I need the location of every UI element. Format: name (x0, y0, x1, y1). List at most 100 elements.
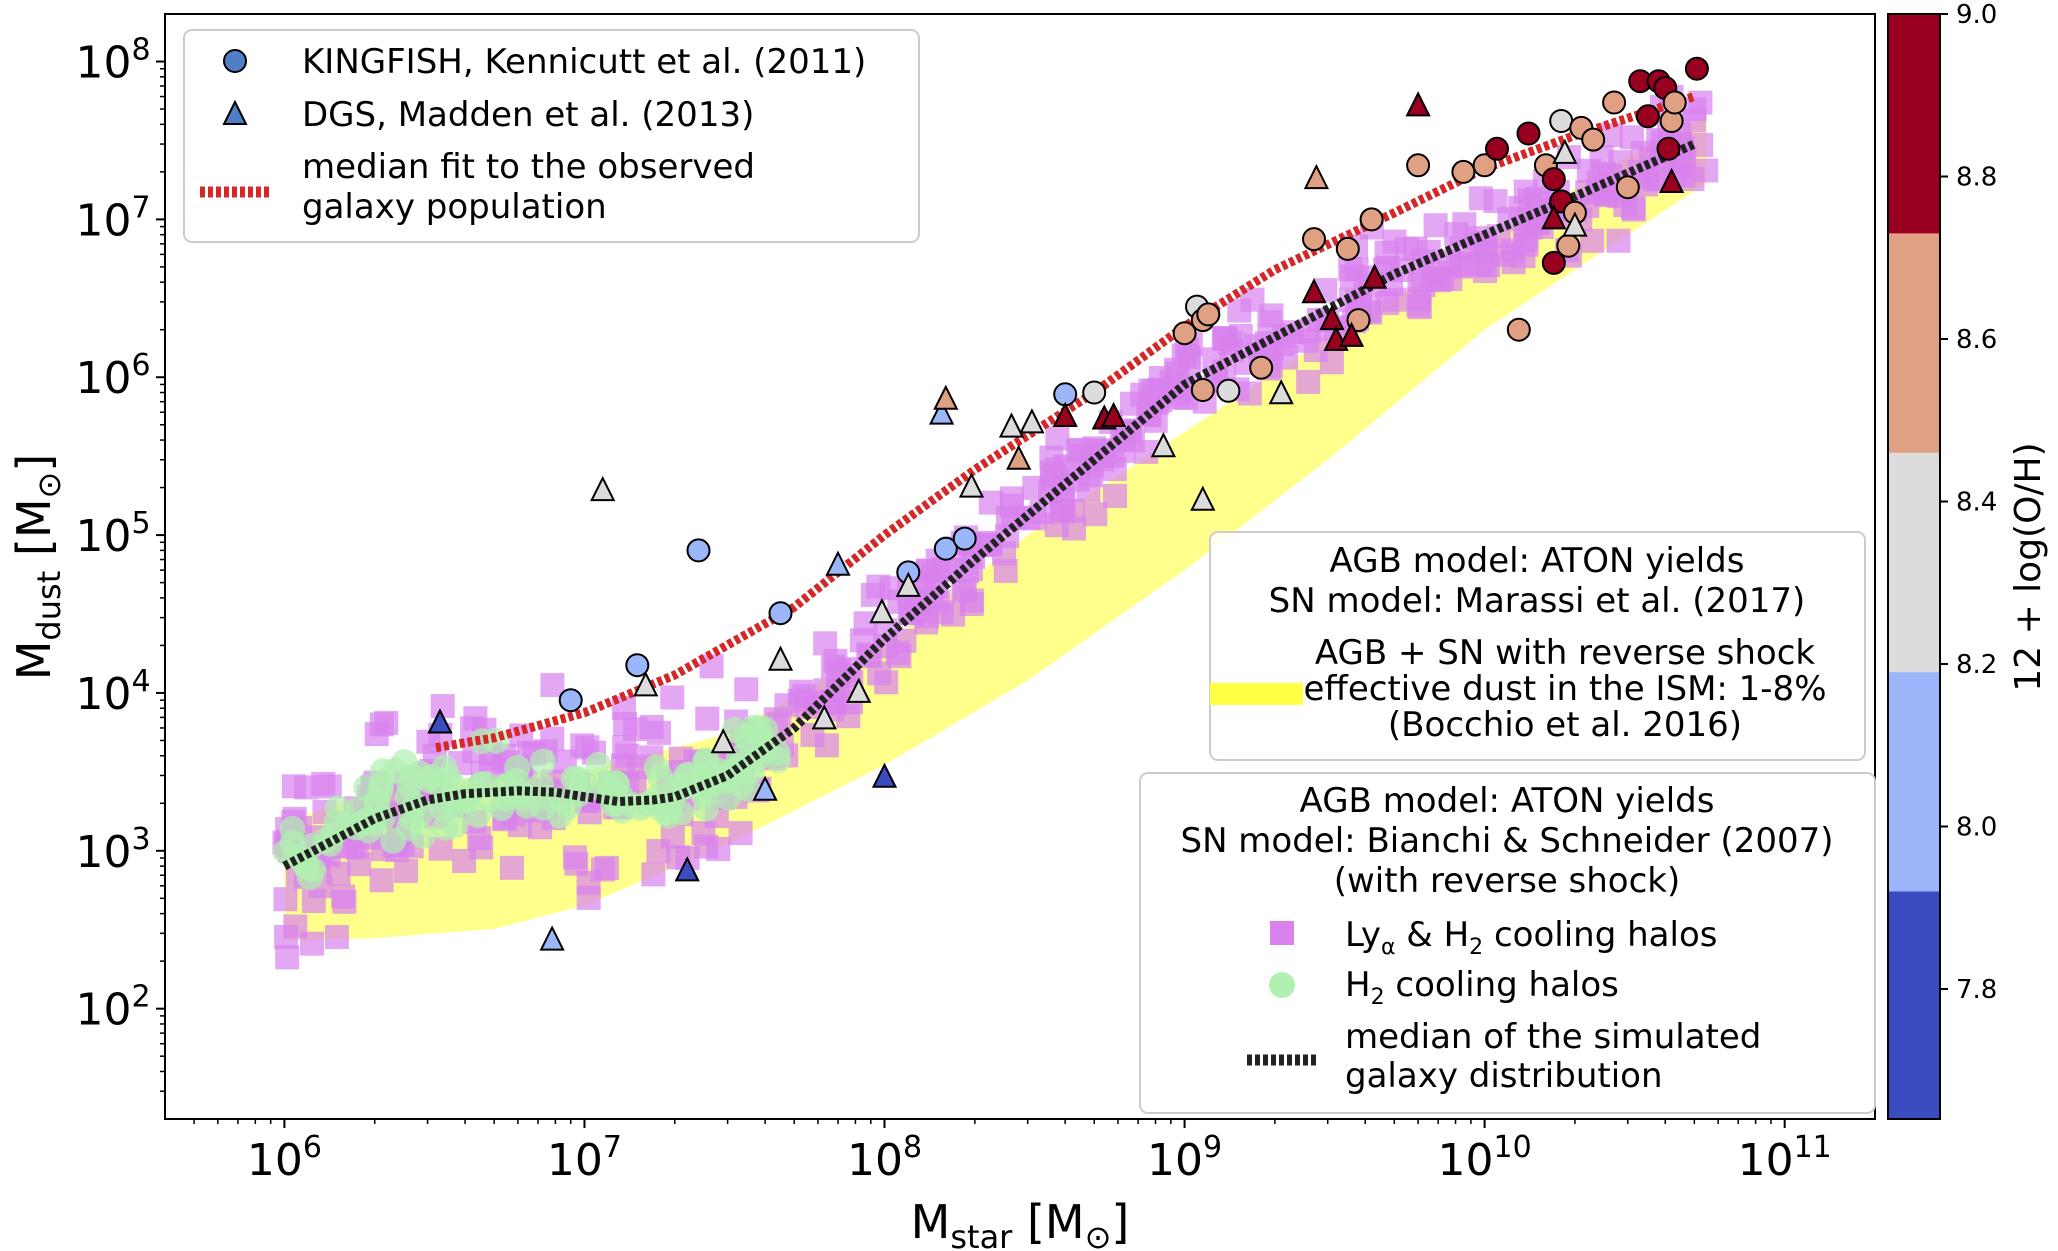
sim-halo-point (1619, 125, 1644, 150)
sim-halo-point (463, 706, 488, 731)
y-tick-label: 105 (75, 506, 150, 562)
dgs-point (1338, 321, 1365, 347)
dgs-point (1658, 167, 1685, 193)
sim-halo-point (734, 677, 759, 702)
y-axis-label-unit: [M (7, 498, 61, 570)
sim-halo-point (885, 640, 910, 665)
simulated-median-line (282, 139, 1697, 871)
dgs-point (928, 399, 955, 425)
h2-halo-point (469, 728, 496, 755)
x-tick-label: 106 (247, 1130, 322, 1186)
sim-halo-point (728, 821, 753, 846)
sim-halo-point (324, 925, 349, 950)
kingfish-point (1549, 109, 1574, 133)
sim-halo-point (660, 824, 685, 849)
kingfish-point (1656, 136, 1681, 161)
x-tick-label: 1010 (1438, 1130, 1532, 1186)
y-tick-base: 10 (75, 195, 131, 246)
sim-halo-point (1411, 273, 1436, 297)
sim-halo-point (1621, 197, 1646, 222)
kingfish-point (1541, 167, 1566, 192)
h2-halo-point (396, 772, 423, 799)
sim-halo-point (999, 493, 1024, 518)
kingfish-point (1615, 175, 1640, 200)
legend-band-title-2: SN model: Marassi et al. (2017) (1269, 581, 1806, 621)
colorbar-bin (1888, 452, 1940, 673)
legend-sim-title-3: (with reverse shock) (1334, 861, 1681, 901)
y-tick-label: 103 (75, 822, 150, 878)
observed-points-layer (427, 56, 1709, 951)
colorbar-tick-label: 8.4 (1956, 488, 1997, 518)
y-tick-exp: 5 (131, 506, 150, 541)
dgs-point (590, 475, 616, 502)
sim-halo-point (1212, 326, 1237, 351)
sim-halo-point (1423, 213, 1448, 238)
legend-band-swatch (1210, 683, 1303, 705)
colorbar-tick-label: 8.0 (1956, 813, 1997, 843)
h2-halo-point (442, 812, 469, 839)
kingfish-point (1472, 153, 1497, 178)
kingfish-point (933, 536, 958, 561)
sim-halo-point (562, 845, 587, 870)
kingfish-point (768, 601, 793, 626)
kingfish-point (1172, 321, 1197, 346)
sim-halo-point (499, 855, 524, 880)
y-tick-base: 10 (75, 985, 131, 1036)
sim-halo-point (326, 861, 351, 886)
x-tick-exp: 8 (903, 1130, 922, 1165)
sim-halo-point (1039, 445, 1064, 470)
x-tick-label: 107 (547, 1130, 622, 1186)
h2-halo-point (663, 772, 689, 799)
colorbar-tick-label: 8.2 (1956, 650, 1997, 680)
dgs-point (539, 925, 565, 951)
kingfish-point (1190, 378, 1215, 402)
legend-square-b-sub: 2 (1469, 935, 1483, 960)
dgs-point (998, 412, 1025, 438)
kingfish-point (686, 538, 711, 563)
h2-halo-point (691, 783, 718, 810)
kingfish-point (1406, 153, 1431, 178)
x-tick-exp: 6 (303, 1130, 322, 1165)
dgs-point (846, 677, 872, 703)
x-tick-exp: 9 (1203, 1130, 1222, 1165)
legend-square-a: Ly (1345, 915, 1381, 955)
dgs-point (427, 708, 453, 734)
x-tick-label: 108 (847, 1130, 922, 1186)
median-lines-layer (282, 92, 1697, 871)
h2-halo-point (569, 769, 596, 795)
legend-band: AGB model: ATON yields SN model: Marassi… (1209, 531, 1866, 761)
h2-halo-point (547, 802, 574, 829)
dgs-point (674, 856, 700, 882)
legend-h2-marker (1269, 972, 1295, 998)
dgs-point (1405, 91, 1431, 117)
sim-halo-point (275, 945, 300, 970)
legend-dgs-marker (222, 99, 248, 125)
h2-halo-point (667, 799, 694, 826)
dgs-point (1052, 401, 1078, 427)
sim-halo-point (374, 710, 399, 735)
y-tick-label: 102 (75, 980, 150, 1036)
kingfish-point (952, 526, 977, 551)
kingfish-point (1556, 233, 1581, 258)
sim-halo-point (331, 884, 356, 909)
dgs-point (1552, 138, 1578, 164)
dgs-point (811, 704, 837, 730)
legend-sim-median-label-1: median of the simulated (1345, 1017, 1761, 1057)
y-tick-label: 106 (75, 348, 150, 404)
sim-halo-point (1296, 369, 1321, 394)
y-tick-exp: 8 (131, 33, 150, 68)
y-axis-label-sub: dust (30, 571, 68, 641)
y-tick-base: 10 (75, 353, 131, 404)
colorbar-tick-label: 8.6 (1956, 325, 1997, 355)
sim-halo-point (874, 670, 899, 695)
dgs-point (1562, 211, 1588, 237)
x-tick-base: 10 (1438, 1135, 1494, 1186)
x-axis-label-main: M (911, 1195, 951, 1249)
kingfish-point (1335, 236, 1360, 261)
x-tick-base: 10 (1147, 1135, 1203, 1186)
sim-halo-point (317, 774, 342, 799)
x-axis-label-close: ] (1111, 1195, 1129, 1249)
x-tick-label: 109 (1147, 1130, 1222, 1186)
dgs-point (1303, 163, 1330, 190)
